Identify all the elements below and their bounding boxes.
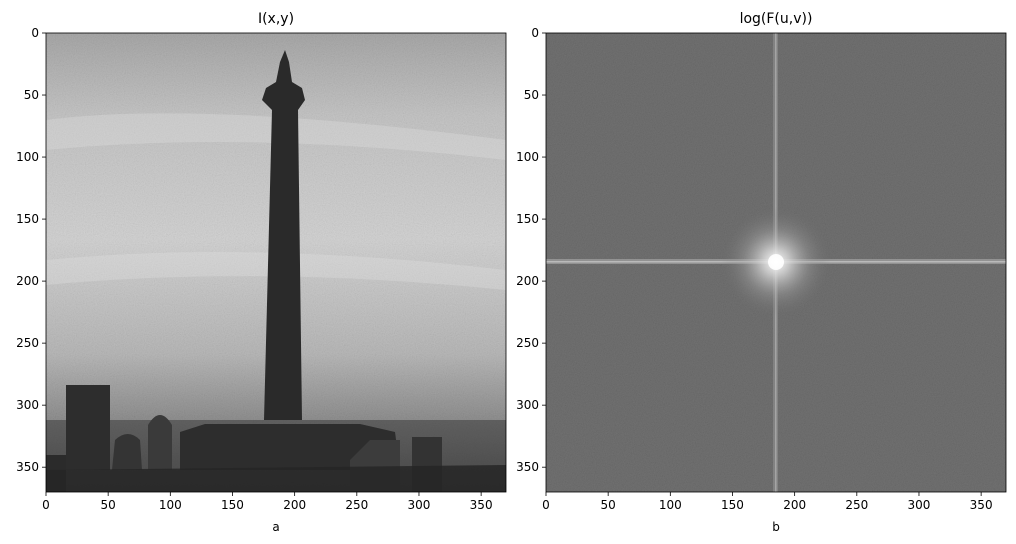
photo-xtick-label: 300: [408, 498, 431, 512]
spectrum-ytick-label: 350: [516, 460, 539, 474]
photo-xlabel: a: [272, 520, 279, 534]
spectrum-xtick-label: 100: [659, 498, 682, 512]
photo-xtick-label: 200: [283, 498, 306, 512]
photo-panel: I(x,y) a 0 50 100 150 200 250 300 350 0 50 100 150 2…: [16, 11, 507, 534]
photo-ytick-label: 100: [16, 150, 39, 164]
spectrum-ytick-label: 100: [516, 150, 539, 164]
spectrum-ytick-label: 0: [531, 26, 539, 40]
photo-ytick-label: 50: [24, 88, 39, 102]
spectrum-xtick-label: 0: [542, 498, 550, 512]
spectrum-xlabel: b: [772, 520, 780, 534]
photo-title: I(x,y): [258, 11, 294, 27]
photo-ytick-label: 300: [16, 398, 39, 412]
spectrum-xtick-label: 150: [721, 498, 744, 512]
spectrum-xtick-label: 200: [783, 498, 806, 512]
photo-ytick-label: 200: [16, 274, 39, 288]
photo-xtick-label: 100: [159, 498, 182, 512]
photo-ytick-label: 0: [31, 26, 39, 40]
photo-axes-frame: [45, 32, 507, 493]
spectrum-axes-frame: [545, 32, 1007, 493]
spectrum-ytick-label: 200: [516, 274, 539, 288]
spectrum-ytick-label: 150: [516, 212, 539, 226]
spectrum-xtick-label: 300: [908, 498, 931, 512]
photo-ytick-label: 150: [16, 212, 39, 226]
photo-ticks: 0 50 100 150 200 250 300 350 0 50 100 150 200 250 300 3…: [16, 26, 492, 512]
spectrum-ytick-label: 50: [524, 88, 539, 102]
spectrum-xtick-label: 350: [970, 498, 993, 512]
spectrum-xtick-label: 250: [845, 498, 868, 512]
photo-image: [46, 33, 506, 492]
photo-xtick-label: 250: [345, 498, 368, 512]
spectrum-ytick-label: 300: [516, 398, 539, 412]
photo-xtick-label: 350: [470, 498, 493, 512]
photo-xtick-label: 0: [42, 498, 50, 512]
spectrum-ytick-label: 250: [516, 336, 539, 350]
spectrum-title: log(F(u,v)): [740, 11, 813, 27]
photo-ytick-label: 250: [16, 336, 39, 350]
spectrum-xtick-label: 50: [601, 498, 616, 512]
photo-xtick-label: 50: [101, 498, 116, 512]
spectrum-image: [546, 33, 1006, 492]
photo-ytick-label: 350: [16, 460, 39, 474]
photo-xtick-label: 150: [221, 498, 244, 512]
spectrum-ticks: 0 50 100 150 200 250 300 350 0 50 100 150 200 250 300 3…: [516, 26, 992, 512]
spectrum-panel: log(F(u,v)) b 0 50 100 150 200 250 300 350 0 50 10…: [516, 11, 1007, 534]
